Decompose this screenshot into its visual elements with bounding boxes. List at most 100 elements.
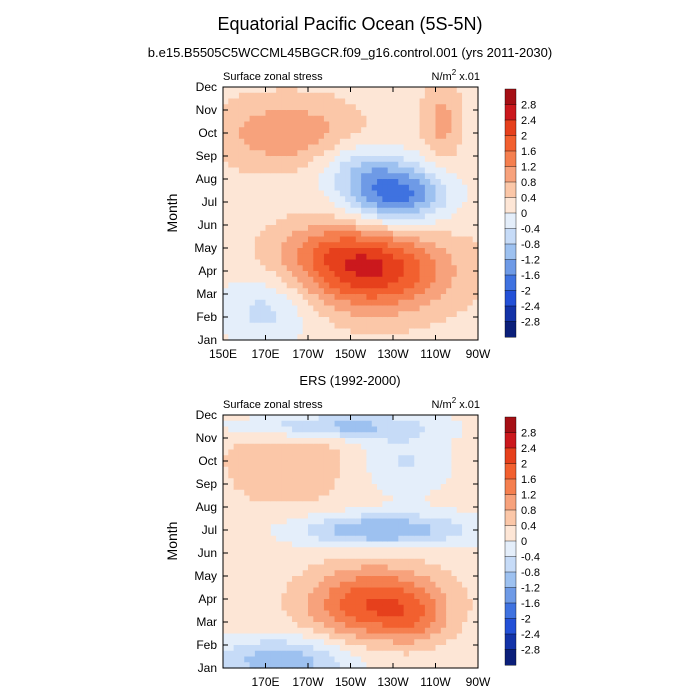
heatmap-cell — [270, 115, 277, 123]
heatmap-cell — [223, 645, 229, 652]
heatmap-cell — [440, 138, 447, 146]
heatmap-cell — [254, 455, 261, 462]
heatmap-cell — [462, 443, 468, 451]
heatmap-cell — [238, 133, 245, 140]
y-tick-label: Jul — [202, 195, 217, 209]
heatmap-cell — [398, 253, 405, 261]
heatmap-cell — [228, 616, 235, 623]
heatmap-cell — [265, 294, 272, 301]
heatmap-cell — [270, 305, 277, 312]
heatmap-cell — [382, 616, 389, 623]
heatmap-cell — [446, 311, 453, 318]
heatmap-cell — [377, 253, 383, 261]
heatmap-cell — [254, 98, 261, 105]
heatmap-cell — [377, 265, 383, 272]
heatmap-cell — [276, 599, 283, 606]
heatmap-cell — [302, 604, 309, 612]
heatmap-cell — [323, 259, 330, 266]
heatmap-cell — [254, 489, 261, 497]
heatmap-cell — [403, 593, 410, 600]
heatmap-cell — [403, 656, 410, 663]
heatmap-cell — [265, 133, 272, 140]
heatmap-cell — [249, 604, 256, 612]
heatmap-cell — [371, 144, 378, 151]
heatmap-cell — [233, 461, 240, 468]
heatmap-cell — [228, 415, 235, 422]
heatmap-cell — [430, 639, 437, 646]
heatmap-cell — [398, 472, 405, 479]
heatmap-cell — [233, 230, 240, 238]
y-axis-label: Month — [164, 194, 180, 233]
heatmap-cell — [292, 110, 298, 117]
heatmap-cell — [472, 656, 479, 663]
heatmap-cell — [456, 259, 463, 266]
heatmap-cell — [308, 311, 314, 318]
heatmap-cell — [371, 587, 378, 594]
heatmap-cell — [345, 288, 352, 295]
heatmap-cell — [424, 564, 431, 571]
heatmap-cell — [408, 317, 415, 324]
heatmap-cell — [323, 98, 330, 105]
heatmap-cell — [403, 432, 410, 439]
heatmap-cell — [403, 484, 410, 491]
y-tick-label: Dec — [196, 80, 217, 94]
heatmap-cell — [276, 305, 283, 312]
heatmap-cell — [233, 115, 240, 123]
heatmap-cell — [371, 426, 378, 433]
heatmap-cell — [329, 455, 336, 462]
heatmap-cell — [313, 236, 320, 243]
colorbar-label: 0 — [521, 208, 527, 220]
heatmap-cell — [249, 299, 256, 307]
heatmap-cell — [440, 420, 447, 428]
heatmap-cell — [254, 426, 261, 433]
heatmap-cell — [398, 662, 405, 669]
heatmap-cell — [398, 311, 405, 318]
heatmap-cell — [339, 553, 346, 560]
heatmap-cell — [318, 426, 325, 433]
heatmap-cell — [382, 265, 389, 272]
heatmap-cell — [472, 219, 479, 226]
y-tick-label: Jun — [198, 218, 217, 232]
heatmap-cell — [345, 512, 352, 520]
heatmap-cell — [456, 213, 463, 220]
heatmap-cell — [430, 610, 437, 617]
heatmap-cell — [334, 161, 341, 169]
heatmap-cell — [265, 604, 272, 612]
heatmap-cell — [430, 311, 437, 318]
heatmap-cell — [403, 461, 410, 468]
heatmap-cell — [393, 547, 399, 554]
heatmap-cell — [472, 599, 479, 606]
heatmap-cell — [276, 616, 283, 623]
heatmap-cell — [355, 558, 362, 566]
heatmap-cell — [435, 564, 442, 571]
heatmap-cell — [462, 662, 468, 669]
heatmap-cell — [456, 242, 463, 249]
heatmap-cell — [403, 334, 410, 341]
heatmap-cell — [265, 530, 272, 537]
heatmap-cell — [244, 495, 251, 502]
heatmap-cell — [223, 604, 229, 612]
heatmap-cell — [456, 173, 463, 180]
heatmap-cell — [345, 426, 352, 433]
heatmap-cell — [318, 512, 325, 520]
heatmap-cell — [377, 518, 383, 525]
heatmap-cell — [350, 207, 357, 215]
heatmap-cell — [323, 466, 330, 474]
heatmap-cell — [233, 524, 240, 531]
heatmap-cell — [334, 587, 341, 594]
heatmap-cell — [355, 184, 362, 192]
heatmap-cell — [270, 98, 277, 105]
heatmap-cell — [297, 133, 304, 140]
heatmap-cell — [260, 512, 267, 520]
heatmap-cell — [238, 184, 245, 192]
heatmap-cell — [302, 236, 309, 243]
heatmap-cell — [281, 461, 288, 468]
heatmap-cell — [286, 133, 293, 140]
heatmap-cell — [435, 541, 442, 548]
heatmap-cell — [302, 104, 309, 111]
heatmap-cell — [393, 581, 399, 589]
heatmap-cell — [414, 495, 421, 502]
heatmap-cell — [387, 645, 394, 652]
heatmap-cell — [249, 110, 256, 117]
heatmap-cell — [393, 282, 399, 289]
